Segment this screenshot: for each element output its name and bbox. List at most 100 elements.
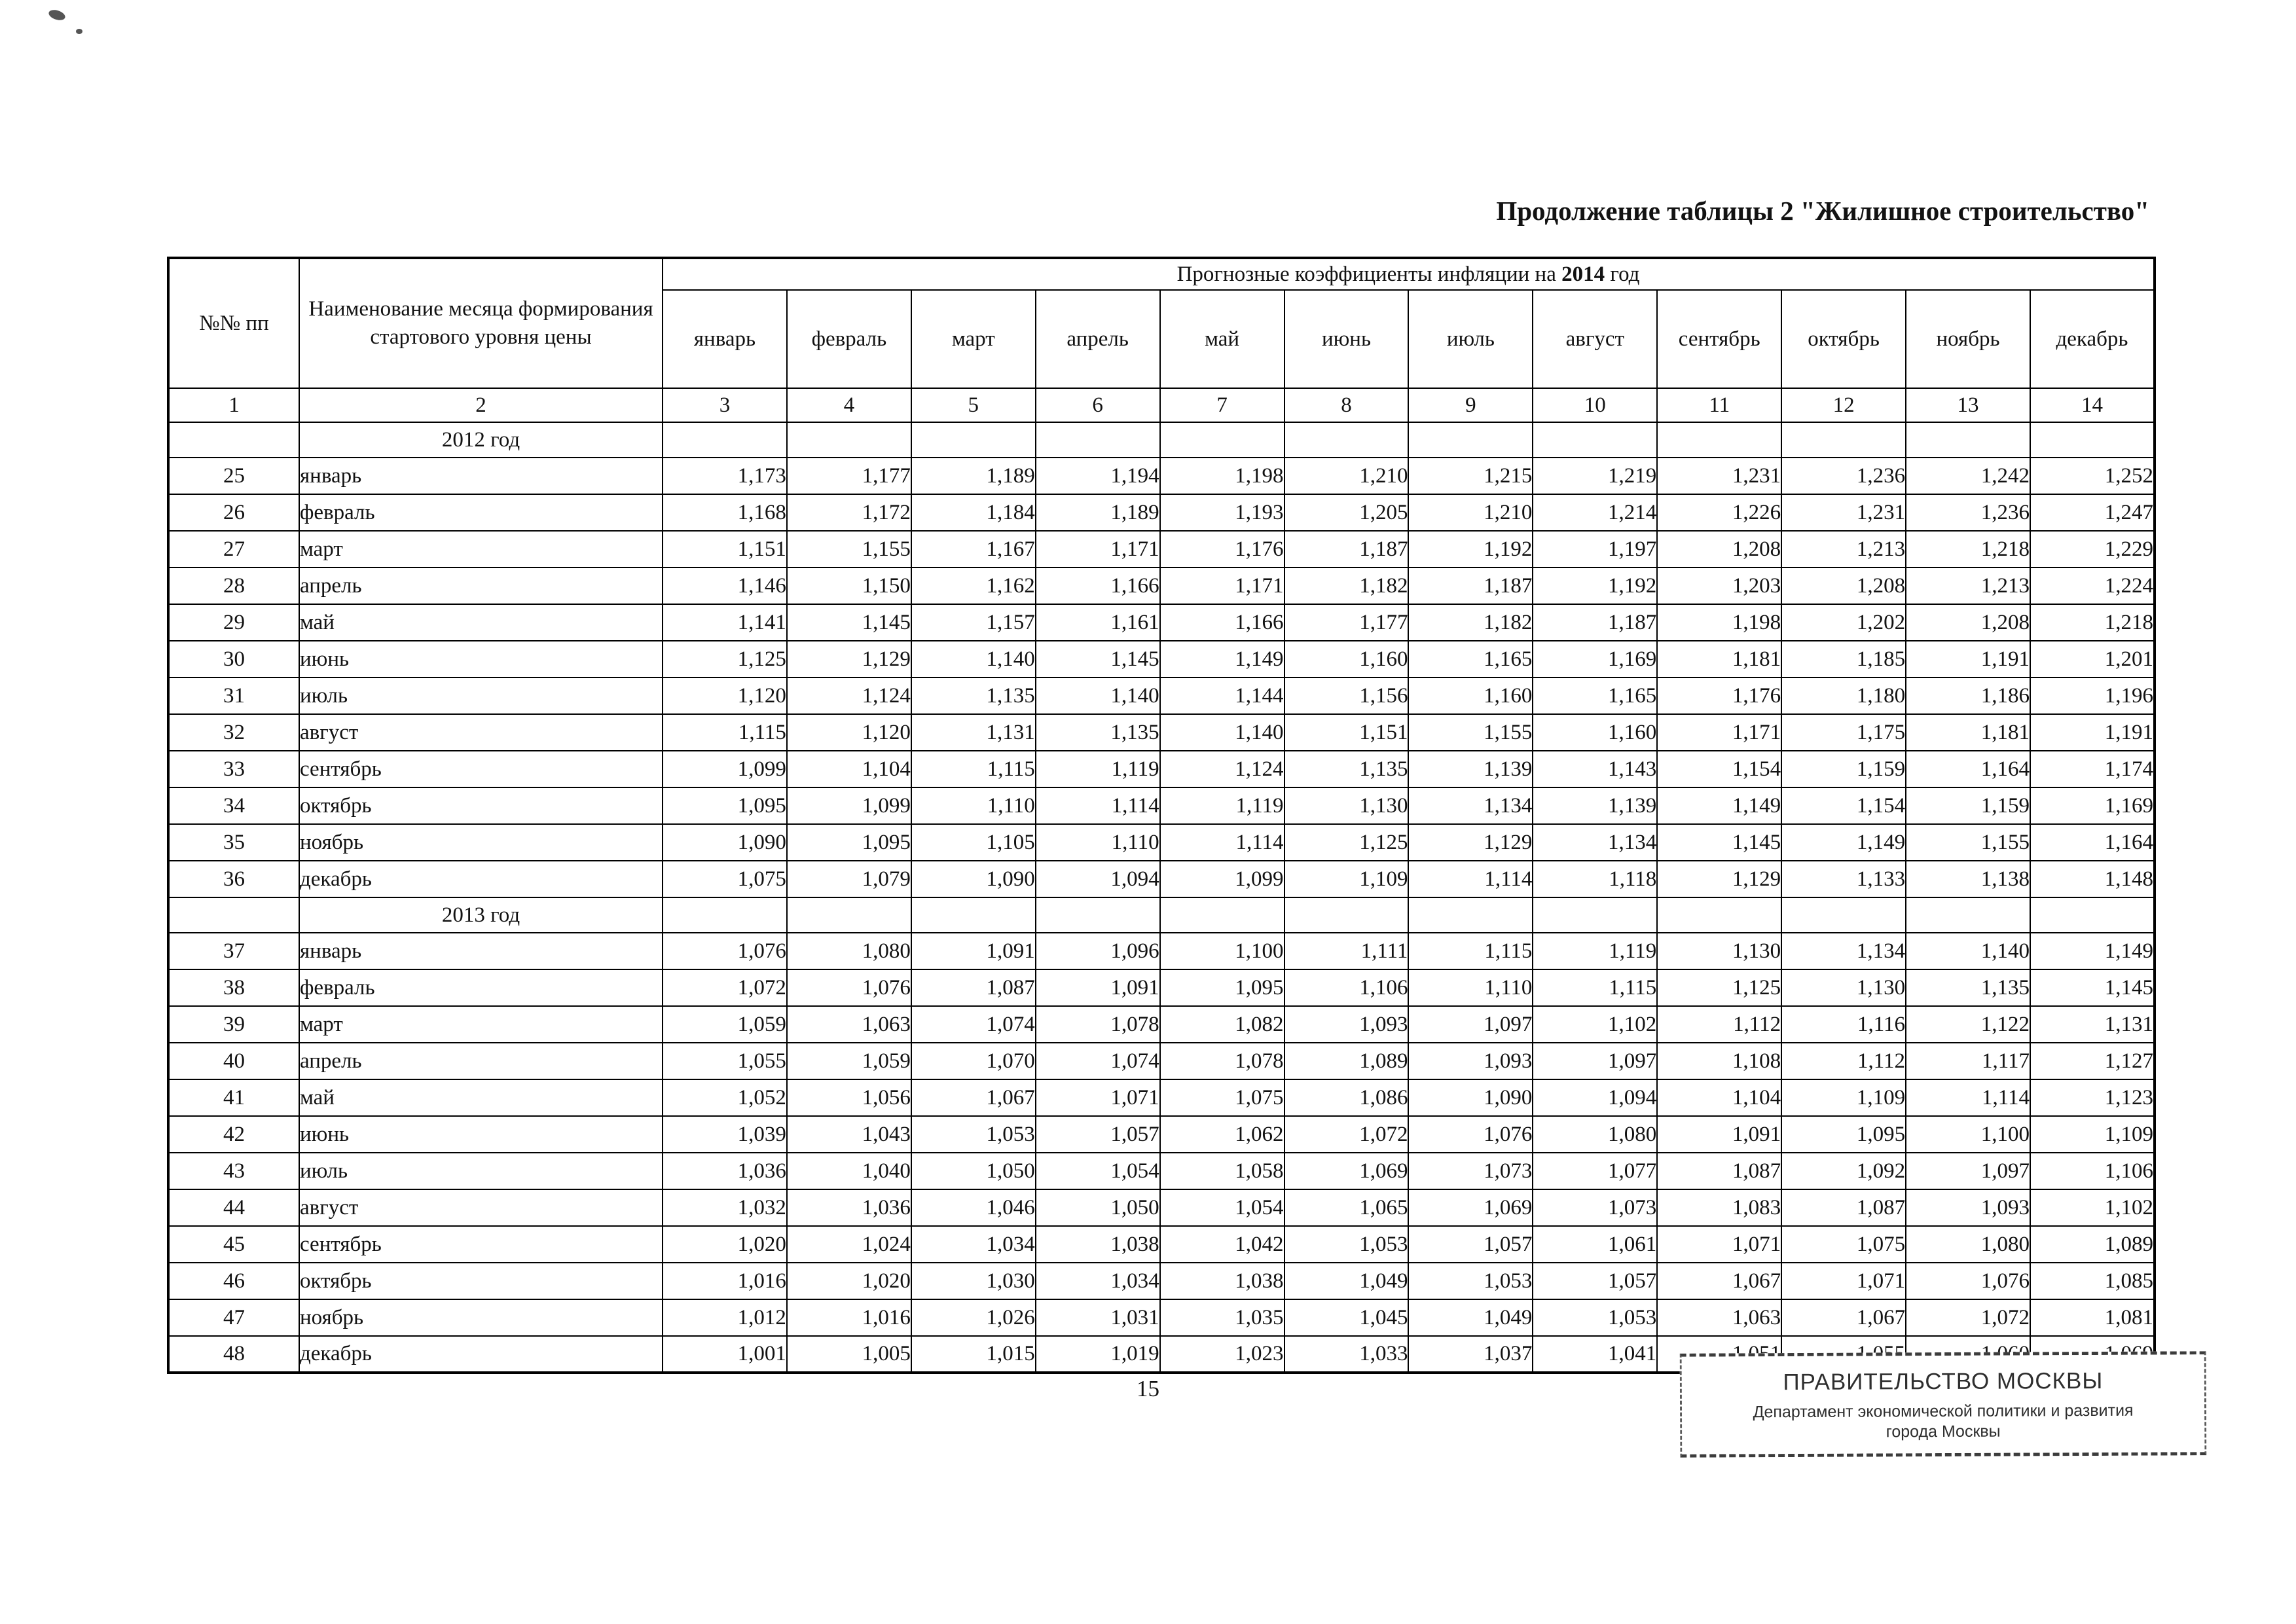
coefficient-cell: 1,104 [1656, 1079, 1783, 1117]
coefficient-cell: 1,109 [2029, 1115, 2156, 1153]
coefficient-cell: 1,205 [1283, 494, 1410, 532]
coefficient-cell: 1,155 [786, 530, 912, 568]
table-row: 30 июнь 1,125 1,129 1,140 1,145 1,149 1,160 1,16… [168, 640, 2156, 678]
coefficient-cell: 1,159 [1905, 787, 2031, 825]
coefficient-cell: 1,033 [1283, 1335, 1410, 1373]
inflation-coefficients-table: №№ пп Наименование месяца формирования с… [167, 257, 2156, 1374]
coefficient-cell: 1,053 [1532, 1299, 1658, 1337]
coefficient-cell: 1,093 [1283, 1005, 1410, 1043]
coefficient-cell: 1,115 [1532, 969, 1658, 1007]
coefficient-cell: 1,184 [910, 494, 1036, 532]
row-number-cell: 42 [168, 1115, 300, 1153]
empty-cell [1283, 897, 1410, 933]
coefficient-cell: 1,118 [1532, 860, 1658, 898]
coefficient-cell: 1,115 [910, 750, 1036, 788]
column-number: 14 [2029, 388, 2156, 423]
month-header-12: декабрь [2029, 289, 2156, 389]
month-header-3: март [910, 289, 1036, 389]
month-name-cell: февраль [299, 494, 663, 532]
coefficient-cell: 1,120 [786, 713, 912, 751]
coefficient-cell: 1,252 [2029, 457, 2156, 495]
coefficient-cell: 1,057 [1034, 1115, 1161, 1153]
empty-cell [1283, 422, 1410, 458]
coefficient-cell: 1,150 [786, 567, 912, 605]
empty-cell [786, 897, 912, 933]
coefficient-cell: 1,097 [1408, 1005, 1534, 1043]
row-number-cell: 45 [168, 1225, 300, 1263]
coefficient-cell: 1,236 [1781, 457, 1907, 495]
coefficient-cell: 1,149 [1159, 640, 1285, 678]
coefficient-cell: 1,099 [786, 787, 912, 825]
coefficient-cell: 1,078 [1034, 1005, 1161, 1043]
year-section-row: 2013 год [168, 897, 2156, 933]
coefficient-cell: 1,129 [1408, 823, 1534, 861]
table-body: 2012 год 25 январь 1,173 1,177 1,189 1,194 1,19… [168, 422, 2156, 1373]
coefficient-cell: 1,070 [910, 1042, 1036, 1080]
table-row: 43 июль 1,036 1,040 1,050 1,054 1,058 1,069 1,07… [168, 1152, 2156, 1190]
table-row: 39 март 1,059 1,063 1,074 1,078 1,082 1,093 1,09… [168, 1005, 2156, 1043]
coefficient-cell: 1,176 [1656, 677, 1783, 715]
coefficient-cell: 1,050 [1034, 1189, 1161, 1227]
table-row: 46 октябрь 1,016 1,020 1,030 1,034 1,038 1,049 1… [168, 1262, 2156, 1300]
coefficient-cell: 1,143 [1532, 750, 1658, 788]
coefficient-cell: 1,061 [1532, 1225, 1658, 1263]
coefficient-cell: 1,182 [1283, 567, 1410, 605]
coefficient-cell: 1,081 [2029, 1299, 2156, 1337]
coefficient-cell: 1,016 [786, 1299, 912, 1337]
coefficient-cell: 1,189 [910, 457, 1036, 495]
row-number-cell: 25 [168, 457, 300, 495]
coefficient-cell: 1,116 [1781, 1005, 1907, 1043]
coefficient-cell: 1,124 [786, 677, 912, 715]
coefficient-cell: 1,140 [1034, 677, 1161, 715]
coefficient-cell: 1,139 [1532, 787, 1658, 825]
coefficient-cell: 1,105 [910, 823, 1036, 861]
stamp-title: ПРАВИТЕЛЬСТВО МОСКВЫ [1783, 1367, 2104, 1396]
header-row-number: №№ пп [168, 257, 300, 389]
coefficient-cell: 1,076 [662, 932, 788, 970]
coefficient-cell: 1,059 [786, 1042, 912, 1080]
coefficient-cell: 1,075 [662, 860, 788, 898]
coefficient-cell: 1,130 [1283, 787, 1410, 825]
coefficient-cell: 1,196 [2029, 677, 2156, 715]
coefficient-cell: 1,173 [662, 457, 788, 495]
column-number: 1 [168, 388, 300, 423]
empty-cell [1034, 422, 1161, 458]
month-name-cell: январь [299, 457, 663, 495]
coefficient-cell: 1,102 [2029, 1189, 2156, 1227]
month-name-cell: октябрь [299, 1262, 663, 1300]
month-name-cell: март [299, 1005, 663, 1043]
coefficient-cell: 1,166 [1034, 567, 1161, 605]
coefficient-cell: 1,146 [662, 567, 788, 605]
table-row: 38 февраль 1,072 1,076 1,087 1,091 1,095 1,106 1… [168, 969, 2156, 1007]
coefficient-cell: 1,135 [910, 677, 1036, 715]
month-name-cell: июль [299, 1152, 663, 1190]
coefficient-cell: 1,166 [1159, 604, 1285, 641]
month-name-cell: ноябрь [299, 823, 663, 861]
coefficient-cell: 1,151 [662, 530, 788, 568]
coefficient-cell: 1,045 [1283, 1299, 1410, 1337]
coefficient-cell: 1,072 [1283, 1115, 1410, 1153]
coefficient-cell: 1,063 [1656, 1299, 1783, 1337]
coefficient-cell: 1,093 [1408, 1042, 1534, 1080]
column-number: 12 [1781, 388, 1907, 423]
coefficient-cell: 1,160 [1408, 677, 1534, 715]
coefficient-cell: 1,140 [910, 640, 1036, 678]
coefficient-cell: 1,087 [1656, 1152, 1783, 1190]
coefficient-cell: 1,055 [662, 1042, 788, 1080]
coefficient-cell: 1,162 [910, 567, 1036, 605]
coefficient-cell: 1,075 [1159, 1079, 1285, 1117]
column-number: 13 [1905, 388, 2031, 423]
coefficient-cell: 1,172 [786, 494, 912, 532]
table-row: 47 ноябрь 1,012 1,016 1,026 1,031 1,035 1,045 1,… [168, 1299, 2156, 1337]
coefficient-cell: 1,111 [1283, 932, 1410, 970]
coefficient-cell: 1,123 [2029, 1079, 2156, 1117]
coefficient-cell: 1,024 [786, 1225, 912, 1263]
coefficient-cell: 1,095 [1781, 1115, 1907, 1153]
stamp-subtitle-line1: Департамент экономической политики и раз… [1753, 1401, 2134, 1422]
column-number: 6 [1034, 388, 1161, 423]
coefficient-cell: 1,076 [1408, 1115, 1534, 1153]
coefficient-cell: 1,086 [1283, 1079, 1410, 1117]
coefficient-cell: 1,176 [1159, 530, 1285, 568]
coefficient-cell: 1,125 [1283, 823, 1410, 861]
table-row: 34 октябрь 1,095 1,099 1,110 1,114 1,119 1,130 1… [168, 787, 2156, 825]
